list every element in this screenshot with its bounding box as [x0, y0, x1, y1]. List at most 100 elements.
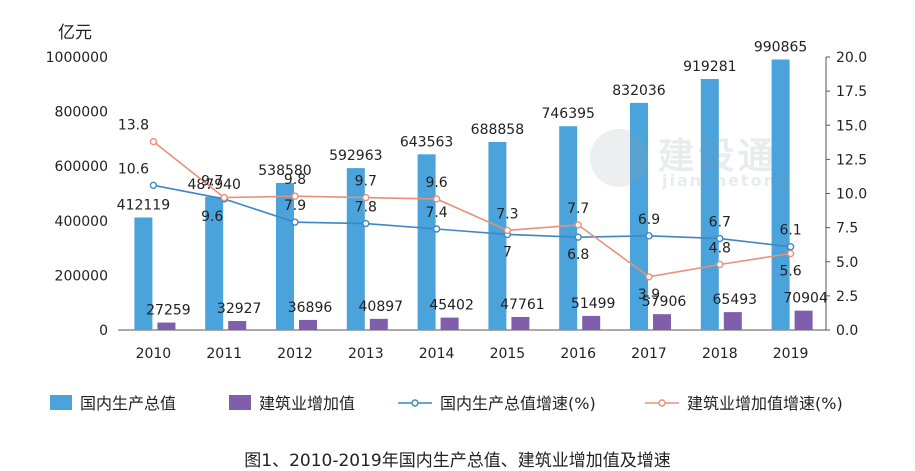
gdp-growth-label: 9.6 [201, 209, 223, 225]
legend-gdp-label: 国内生产总值 [80, 394, 176, 413]
x-tick-label: 2013 [348, 346, 384, 362]
construction-bar [440, 317, 459, 330]
right-tick-label: 17.5 [836, 84, 867, 100]
left-tick-label: 600000 [55, 159, 108, 175]
construction-growth-point [362, 193, 370, 202]
x-tick-label: 2018 [702, 346, 738, 362]
construction-growth-label: 9.6 [425, 175, 447, 191]
gdp-growth-label: 6.7 [709, 215, 731, 231]
x-tick-label: 2010 [136, 346, 172, 362]
gdp-bar-label: 412119 [117, 197, 170, 213]
gdp-growth-label: 6.9 [638, 212, 660, 228]
construction-bar-label: 51499 [571, 296, 616, 312]
gdp-growth-label: 7.9 [284, 198, 306, 214]
construction-bar-label: 70904 [783, 291, 828, 307]
right-tick-label: 7.5 [836, 221, 858, 237]
gdp-growth-label: 7.8 [355, 200, 377, 216]
right-tick-label: 12.5 [836, 152, 867, 168]
legend-gdp-growth-label: 国内生产总值增速(%) [440, 394, 596, 413]
construction-bar-label: 65493 [713, 292, 758, 308]
gdp-growth-label: 6.8 [567, 247, 589, 263]
x-tick-label: 2019 [773, 346, 809, 362]
left-tick-label: 200000 [55, 268, 108, 284]
legend-construction-growth-label: 建筑业增加值增速(%) [687, 394, 843, 413]
gdp-bar [134, 217, 153, 330]
construction-bar-label: 45402 [429, 298, 474, 314]
legend-gdp-growth-marker [411, 399, 419, 407]
construction-bar [723, 312, 742, 330]
construction-growth-label: 9.7 [201, 174, 223, 190]
gdp-bar [559, 126, 578, 330]
y-unit-label: 亿元 [58, 23, 92, 43]
gdp-growth-point [362, 219, 370, 228]
x-tick-label: 2015 [490, 346, 526, 362]
construction-bar [299, 319, 317, 330]
x-tick-label: 2011 [206, 346, 242, 362]
gdp-growth-point [574, 233, 582, 241]
right-tick-label: 0.0 [836, 323, 858, 339]
construction-growth-point [574, 221, 582, 229]
gdp-growth-point [786, 243, 795, 251]
left-tick-label: 0 [99, 323, 108, 339]
gdp-bar-label: 919281 [683, 59, 736, 75]
gdp-growth-point [645, 232, 653, 240]
gdp-growth-label: 6.1 [779, 223, 801, 239]
gdp-bar-label: 746395 [541, 106, 594, 122]
gdp-bar [346, 168, 365, 330]
gdp-bar [771, 59, 790, 330]
gdp-growth-point [432, 225, 441, 233]
construction-bar [794, 310, 813, 330]
x-tick-label: 2012 [277, 346, 313, 362]
gdp-growth-point [149, 181, 158, 190]
left-tick-label: 1000000 [46, 50, 108, 66]
watermark-sub: jianshetong [662, 171, 791, 190]
construction-growth-label: 4.8 [709, 240, 731, 256]
construction-bar [653, 314, 671, 330]
gdp-growth-point [716, 234, 724, 243]
gdp-bar-label: 643563 [400, 134, 453, 150]
watermark-logo-icon [590, 129, 648, 187]
gdp-bar-label: 592963 [329, 148, 382, 164]
construction-growth-label: 5.6 [779, 264, 801, 280]
construction-bar [369, 318, 388, 330]
gdp-bar-label: 990865 [754, 39, 807, 55]
left-tick-label: 400000 [55, 214, 108, 230]
watermark: 建设通 jianshetong [590, 125, 805, 195]
gdp-growth-label: 7.4 [425, 205, 447, 221]
construction-growth-line [152, 141, 791, 278]
gdp-bar [205, 196, 224, 330]
right-tick-label: 15.0 [836, 118, 867, 134]
construction-growth-point [432, 195, 441, 203]
gdp-bar-label: 688858 [471, 122, 524, 138]
construction-growth-point [220, 193, 228, 202]
construction-growth-point [786, 249, 795, 258]
construction-growth-label: 3.9 [638, 287, 660, 303]
construction-growth-point [503, 226, 512, 235]
combo-chart: 0 200000 400000 600000 800000 1000000 0.0 2.5 5.… [46, 23, 868, 413]
construction-growth-label: 9.8 [284, 172, 306, 188]
gdp-bar-label: 538580 [258, 163, 311, 179]
gdp-growth-label: 7 [503, 244, 512, 260]
construction-growth-point [716, 260, 724, 269]
x-tick-label: 2017 [631, 346, 667, 362]
right-tick-label: 2.5 [836, 289, 858, 305]
construction-growth-point [149, 137, 158, 146]
construction-growth-label: 7.3 [496, 206, 518, 222]
legend-gdp-swatch [50, 395, 72, 410]
gdp-bar-label: 487940 [187, 177, 240, 193]
construction-growth-point [291, 192, 299, 200]
construction-bar-label: 57906 [642, 294, 687, 310]
gdp-bar [488, 141, 507, 330]
construction-growth-label: 9.7 [355, 174, 377, 190]
chart-title: 图1、2010-2019年国内生产总值、建筑业增加值及增速 [244, 451, 671, 471]
construction-growth-point [645, 273, 653, 281]
legend-construction-label: 建筑业增加值 [259, 394, 355, 413]
construction-bar [582, 315, 601, 330]
right-tick-label: 5.0 [836, 255, 858, 271]
construction-bar-label: 36896 [288, 300, 333, 316]
left-tick-label: 800000 [55, 105, 108, 121]
gdp-growth-label: 10.6 [118, 161, 149, 177]
right-tick-label: 10.0 [836, 187, 867, 203]
x-tick-label: 2014 [419, 346, 455, 362]
x-tick-label: 2016 [560, 346, 596, 362]
